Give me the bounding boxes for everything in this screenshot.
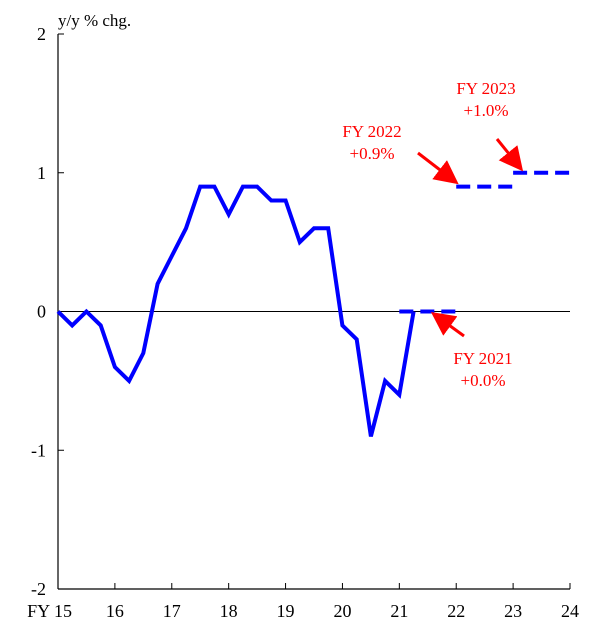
x-tick-label: 22 — [447, 601, 465, 621]
annotation-arrow — [430, 311, 465, 338]
annotation-text: +0.0% — [461, 371, 506, 390]
annotation-text: +0.9% — [350, 144, 395, 163]
annotation-text: +1.0% — [464, 101, 509, 120]
x-tick-label: 20 — [333, 601, 351, 621]
x-tick-label: FY 15 — [27, 601, 72, 621]
x-tick-label: 24 — [561, 601, 579, 621]
series-line-actual — [56, 184, 416, 437]
x-tick-label: 18 — [220, 601, 238, 621]
x-tick-label: 16 — [106, 601, 124, 621]
x-tick-label: 21 — [390, 601, 408, 621]
x-tick-label: 23 — [504, 601, 522, 621]
x-tick-label: 17 — [163, 601, 181, 621]
annotation-arrow — [495, 138, 524, 172]
y-tick-label: -1 — [31, 440, 46, 460]
y-tick-label: 2 — [37, 24, 46, 44]
y-tick-label: -2 — [31, 579, 46, 599]
annotation-text: FY 2022 — [342, 122, 401, 141]
annotation-text: FY 2021 — [453, 349, 512, 368]
x-tick-label: 19 — [277, 601, 295, 621]
annotation-text: FY 2023 — [456, 79, 515, 98]
y-tick-label: 1 — [37, 163, 46, 183]
y-axis-label: y/y % chg. — [58, 11, 131, 30]
y-tick-label: 0 — [37, 302, 46, 322]
annotation-arrow — [417, 151, 459, 185]
